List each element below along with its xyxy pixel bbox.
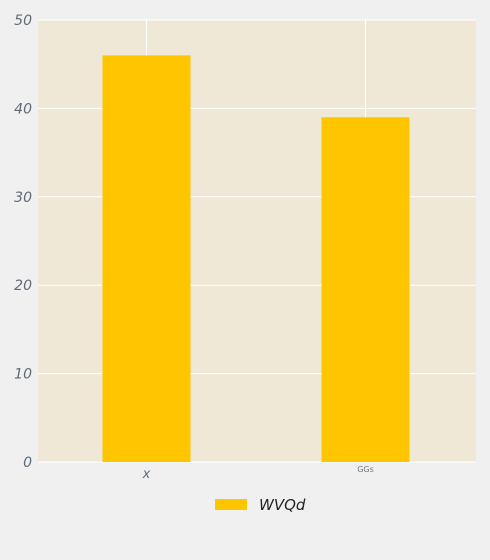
y-tick-label: 10 <box>14 367 32 383</box>
y-tick-label: 40 <box>14 101 32 117</box>
legend: WVQd <box>215 496 306 514</box>
y-tick-label: 30 <box>14 190 32 206</box>
x-tick-label: GGs <box>357 465 374 474</box>
y-tick-label: 0 <box>23 455 32 471</box>
x-axis-ticks: x GGs <box>142 465 374 482</box>
bar-GGs <box>321 117 410 463</box>
bars <box>102 55 410 463</box>
bar-x <box>102 55 191 463</box>
legend-swatch <box>215 499 247 510</box>
x-tick-label: x <box>142 467 151 482</box>
y-axis-ticks: 0 10 20 30 40 50 <box>14 13 32 471</box>
y-tick-label: 20 <box>14 278 32 294</box>
y-tick-label: 50 <box>14 13 32 29</box>
legend-label: WVQd <box>259 496 306 514</box>
